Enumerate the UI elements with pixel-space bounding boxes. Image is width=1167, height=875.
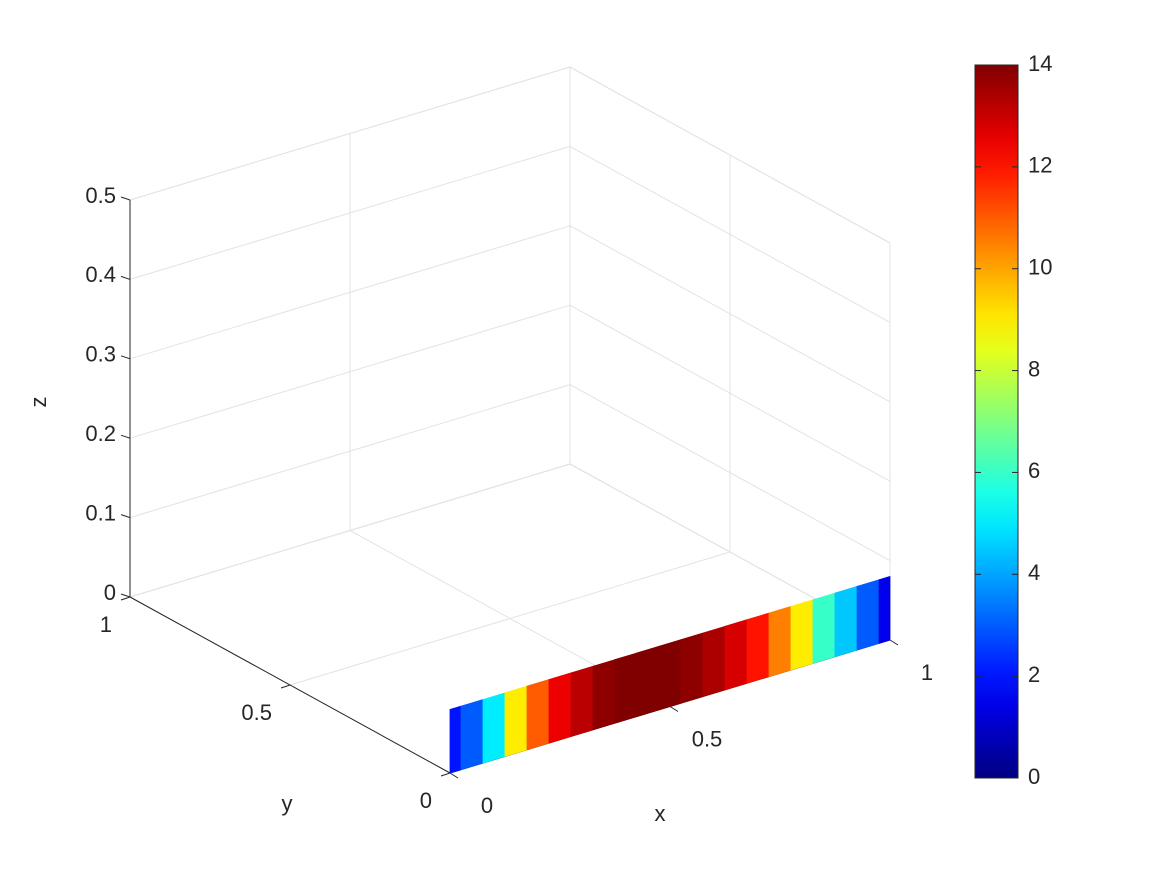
grid-line [569,225,891,403]
grid-line [569,384,891,562]
surface-patch [504,685,528,757]
grid-line [129,304,571,439]
x-axis-label: x [655,801,666,826]
y-tick [280,684,291,689]
surface-patch [768,605,792,678]
y-tick-label: 1 [100,612,112,637]
surface-patch [636,645,660,718]
x-tick-label: 0.5 [692,726,723,751]
grid-line [129,384,571,519]
surface-patch [460,698,484,771]
surface-patch [570,665,594,737]
grid-line [129,225,571,360]
surface-patch [658,639,682,711]
z-tick [120,593,131,598]
grid-line [129,66,571,201]
surface-patch [449,705,462,774]
z-tick-label: 0.1 [85,500,116,525]
colorbar-tick-label: 8 [1028,356,1040,381]
z-tick [120,434,131,439]
z-tick-label: 0.3 [85,342,116,367]
surface-patch [702,625,726,698]
colorbar-tick-label: 14 [1028,51,1052,76]
surface-patch [724,619,748,691]
z-tick-label: 0.5 [85,183,116,208]
z-tick [120,514,131,519]
colorbar-tick-label: 12 [1028,153,1052,178]
surface-patch [548,672,572,744]
surface-patch [614,652,638,724]
colorbar [974,64,1019,779]
z-tick [120,355,131,360]
colorbar-tick-label: 6 [1028,458,1040,483]
y-axis-label: y [282,791,293,816]
z-tick-label: 0 [104,580,116,605]
x-tick-label: 0 [481,793,493,818]
colorbar-tick-label: 10 [1028,255,1052,280]
colorbar-tick-label: 2 [1028,662,1040,687]
x-tick [449,772,459,779]
surface-patch [592,659,616,731]
z-axis-label: z [26,397,51,408]
x-tick [889,639,899,646]
surface-patch [812,592,836,664]
grid-line [569,66,891,244]
y-tick [120,596,131,601]
grid-line [289,551,731,686]
surface-patch [834,585,858,658]
z-tick-label: 0.2 [85,421,116,446]
grid-line [129,145,571,280]
x-tick [669,706,679,712]
surface-patch [746,612,770,684]
surface-patch [526,679,550,751]
grid-line [569,145,891,323]
surface-patch [790,599,814,671]
surface-patch [856,579,880,651]
y-tick [440,772,451,777]
surface-patch [680,632,704,704]
colorbar-tick-label: 0 [1028,764,1040,789]
y-tick-label: 0.5 [241,700,272,725]
colorbar-tick-label: 4 [1028,560,1040,585]
z-tick [120,275,131,280]
surface-patch [482,692,506,764]
z-tick-label: 0.4 [85,262,116,287]
z-tick [120,196,131,201]
y-tick-label: 0 [420,788,432,813]
surface-patch [878,575,891,644]
x-tick-label: 1 [921,660,933,685]
grid-line [569,304,891,482]
grid-line [129,463,571,598]
